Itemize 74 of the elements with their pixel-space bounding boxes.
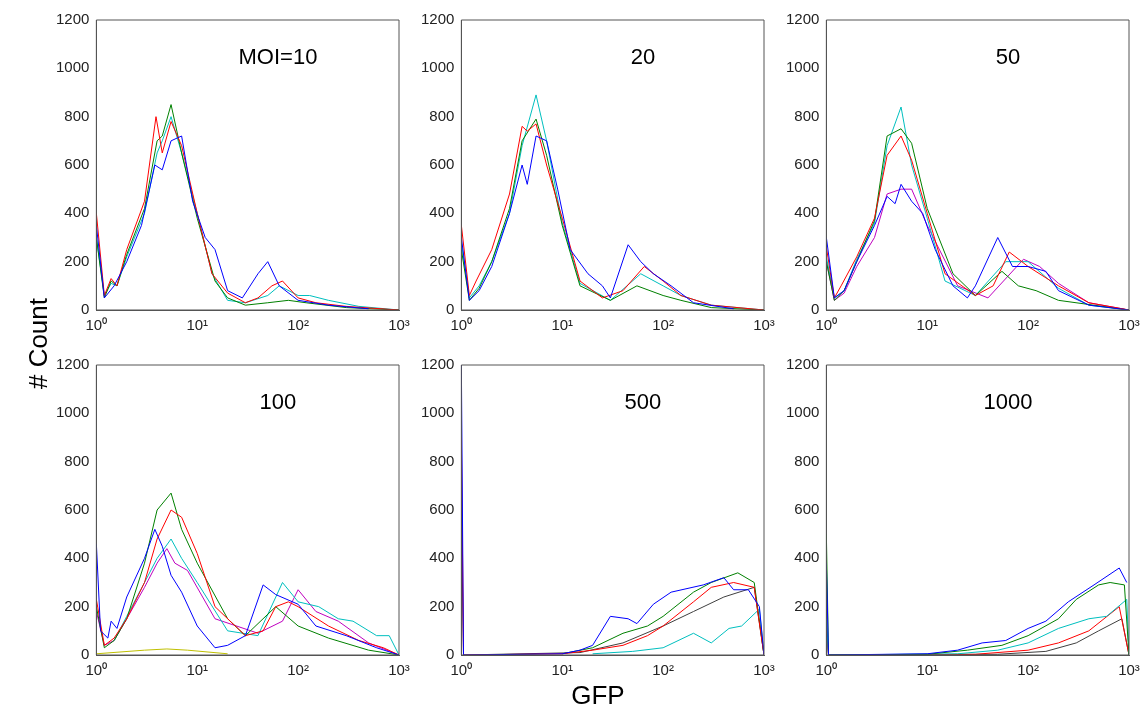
y-tick-label: 200 (64, 251, 90, 269)
x-tick-label: 10⁰ (450, 661, 473, 679)
y-tick-label: 1000 (785, 58, 820, 76)
x-tick-label: 10¹ (551, 661, 574, 679)
y-tick-label: 800 (429, 451, 455, 469)
y-tick-label: 400 (64, 203, 90, 221)
x-tick-label: 10⁰ (85, 316, 108, 334)
y-tick-label: 600 (794, 155, 820, 173)
x-tick-label: 10¹ (916, 661, 939, 679)
x-tick-label: 10⁰ (450, 316, 473, 334)
y-tick-label: 600 (794, 500, 820, 518)
x-tick-label: 10⁰ (85, 661, 108, 679)
y-tick-label: 600 (64, 155, 90, 173)
x-tick-label: 10⁰ (815, 661, 838, 679)
x-tick-label: 10² (287, 661, 309, 679)
x-tick-label: 10² (1017, 661, 1039, 679)
y-tick-label: 600 (64, 500, 90, 518)
y-tick-label: 600 (429, 155, 455, 173)
y-tick-label: 200 (64, 596, 90, 614)
y-tick-label: 0 (811, 300, 820, 318)
y-tick-label: 1000 (785, 403, 820, 421)
y-tick-label: 400 (64, 548, 90, 566)
y-tick-label: 1000 (55, 403, 90, 421)
y-tick-label: 1200 (785, 355, 820, 373)
y-tick-label: 400 (794, 548, 820, 566)
y-tick-label: 1200 (420, 355, 455, 373)
annotation: MOI=10 (238, 43, 318, 69)
annotation: 100 (259, 388, 297, 414)
y-tick-label: 0 (81, 300, 90, 318)
y-tick-label: 600 (429, 500, 455, 518)
y-tick-label: 400 (429, 548, 455, 566)
x-tick-label: 10³ (388, 661, 410, 679)
y-tick-label: 800 (64, 451, 90, 469)
y-tick-label: 800 (794, 451, 820, 469)
annotation: 50 (995, 43, 1021, 69)
x-tick-label: 10¹ (186, 661, 209, 679)
annotation: 500 (624, 388, 662, 414)
y-tick-label: 0 (446, 645, 455, 663)
y-tick-label: 0 (81, 645, 90, 663)
y-tick-label: 400 (794, 203, 820, 221)
x-tick-label: 10² (1017, 316, 1039, 334)
x-tick-label: 10¹ (916, 316, 939, 334)
x-tick-label: 10³ (753, 661, 775, 679)
y-tick-label: 1200 (785, 10, 820, 28)
y-axis-title: # Count (22, 296, 54, 392)
x-tick-label: 10³ (1118, 661, 1140, 679)
annotation: 20 (630, 43, 656, 69)
y-tick-label: 0 (811, 645, 820, 663)
x-tick-label: 10³ (753, 316, 775, 334)
y-tick-label: 1000 (420, 403, 455, 421)
x-tick-label: 10³ (1118, 316, 1140, 334)
y-tick-label: 200 (429, 251, 455, 269)
y-tick-label: 800 (794, 106, 820, 124)
x-axis-title: GFP (570, 680, 626, 711)
annotation: 1000 (983, 388, 1033, 414)
x-tick-label: 10⁰ (815, 316, 838, 334)
x-tick-label: 10² (652, 316, 674, 334)
y-tick-label: 400 (429, 203, 455, 221)
y-tick-label: 1200 (55, 10, 90, 28)
y-tick-label: 200 (794, 596, 820, 614)
x-tick-label: 10¹ (551, 316, 574, 334)
y-tick-label: 1200 (55, 355, 90, 373)
y-tick-label: 200 (429, 596, 455, 614)
y-tick-label: 1200 (420, 10, 455, 28)
x-tick-label: 10¹ (186, 316, 209, 334)
y-tick-label: 1000 (420, 58, 455, 76)
y-tick-label: 800 (64, 106, 90, 124)
x-tick-label: 10³ (388, 316, 410, 334)
y-tick-label: 0 (446, 300, 455, 318)
x-tick-label: 10² (652, 661, 674, 679)
y-tick-label: 1000 (55, 58, 90, 76)
y-tick-label: 800 (429, 106, 455, 124)
y-tick-label: 200 (794, 251, 820, 269)
x-tick-label: 10² (287, 316, 309, 334)
